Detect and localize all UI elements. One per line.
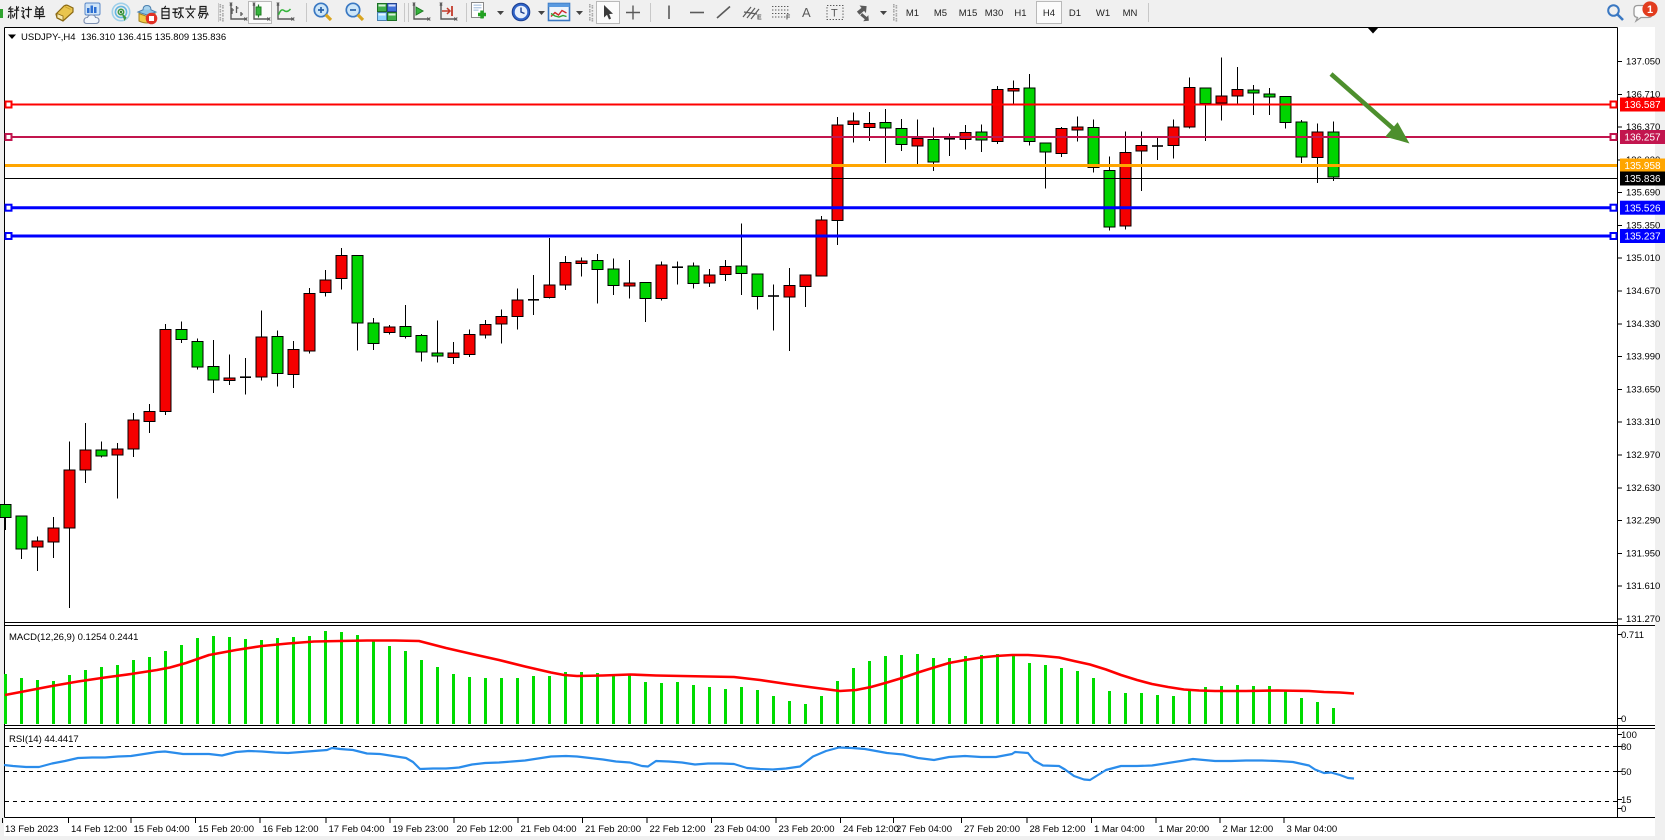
- svg-text:133.650: 133.650: [1626, 384, 1660, 395]
- svg-text:0: 0: [1621, 714, 1626, 725]
- svg-text:USDJPY-,H4 136.310 136.415 13: USDJPY-,H4 136.310 136.415 135.809 135.8…: [21, 32, 226, 43]
- svg-text:2 Mar 12:00: 2 Mar 12:00: [1223, 824, 1274, 835]
- svg-text:15 Feb 20:00: 15 Feb 20:00: [198, 824, 254, 835]
- svg-text:19 Feb 23:00: 19 Feb 23:00: [393, 824, 449, 835]
- svg-text:136.587: 136.587: [1624, 100, 1661, 111]
- svg-text:M1: M1: [906, 8, 919, 19]
- svg-text:24 Feb 12:00: 24 Feb 12:00: [843, 824, 899, 835]
- svg-text:16 Feb 12:00: 16 Feb 12:00: [263, 824, 319, 835]
- svg-text:1 Mar 04:00: 1 Mar 04:00: [1094, 824, 1145, 835]
- svg-text:135.350: 135.350: [1626, 220, 1660, 231]
- svg-text:20 Feb 12:00: 20 Feb 12:00: [457, 824, 513, 835]
- svg-text:135.690: 135.690: [1626, 188, 1660, 199]
- svg-text:28 Feb 12:00: 28 Feb 12:00: [1030, 824, 1086, 835]
- svg-text:50: 50: [1621, 767, 1632, 778]
- svg-text:0.711: 0.711: [1621, 630, 1644, 641]
- svg-text:14 Feb 12:00: 14 Feb 12:00: [71, 824, 127, 835]
- svg-text:W1: W1: [1096, 8, 1110, 19]
- svg-text:27 Feb 04:00: 27 Feb 04:00: [896, 824, 952, 835]
- svg-text:131.610: 131.610: [1626, 581, 1660, 592]
- svg-text:133.990: 133.990: [1626, 352, 1660, 363]
- svg-text:135.836: 135.836: [1624, 174, 1661, 185]
- svg-text:132.970: 132.970: [1626, 450, 1660, 461]
- svg-text:M5: M5: [934, 8, 947, 19]
- svg-text:22 Feb 12:00: 22 Feb 12:00: [650, 824, 706, 835]
- svg-text:MACD(12,26,9) 0.1254 0.2441: MACD(12,26,9) 0.1254 0.2441: [9, 632, 138, 643]
- svg-text:132.290: 132.290: [1626, 516, 1660, 527]
- svg-text:135.958: 135.958: [1624, 161, 1661, 172]
- svg-text:3 Mar 04:00: 3 Mar 04:00: [1287, 824, 1338, 835]
- svg-text:131.270: 131.270: [1626, 614, 1660, 625]
- svg-text:1: 1: [1647, 4, 1653, 16]
- svg-text:1 Mar 20:00: 1 Mar 20:00: [1159, 824, 1210, 835]
- svg-text:H4: H4: [1043, 8, 1055, 19]
- svg-text:0: 0: [1621, 804, 1626, 815]
- svg-text:134.330: 134.330: [1626, 319, 1660, 330]
- svg-text:136.710: 136.710: [1626, 89, 1660, 100]
- svg-text:RSI(14) 44.4417: RSI(14) 44.4417: [9, 734, 79, 745]
- svg-text:M30: M30: [985, 8, 1003, 19]
- svg-text:80: 80: [1621, 742, 1632, 753]
- svg-text:T: T: [831, 8, 838, 20]
- svg-text:132.630: 132.630: [1626, 483, 1660, 494]
- svg-text:MN: MN: [1123, 8, 1138, 19]
- svg-text:136.257: 136.257: [1624, 133, 1661, 144]
- svg-text:135.010: 135.010: [1626, 253, 1660, 264]
- svg-text:H1: H1: [1014, 8, 1026, 19]
- svg-text:M15: M15: [959, 8, 977, 19]
- svg-text:F: F: [786, 15, 791, 22]
- svg-text:15 Feb 04:00: 15 Feb 04:00: [134, 824, 190, 835]
- svg-text:27 Feb 20:00: 27 Feb 20:00: [964, 824, 1020, 835]
- svg-text:17 Feb 04:00: 17 Feb 04:00: [329, 824, 385, 835]
- svg-text:136.370: 136.370: [1626, 122, 1660, 133]
- svg-text:135.237: 135.237: [1624, 232, 1661, 243]
- svg-text:A: A: [802, 5, 811, 20]
- svg-text:131.950: 131.950: [1626, 548, 1660, 559]
- svg-text:137.050: 137.050: [1626, 57, 1660, 68]
- svg-text:21 Feb 20:00: 21 Feb 20:00: [585, 824, 641, 835]
- svg-text:100: 100: [1621, 730, 1637, 741]
- svg-text:134.670: 134.670: [1626, 286, 1660, 297]
- svg-text:135.526: 135.526: [1624, 203, 1661, 214]
- svg-text:D1: D1: [1069, 8, 1081, 19]
- svg-text:133.310: 133.310: [1626, 417, 1660, 428]
- svg-text:23 Feb 20:00: 23 Feb 20:00: [779, 824, 835, 835]
- svg-text:21 Feb 04:00: 21 Feb 04:00: [521, 824, 577, 835]
- svg-text:23 Feb 04:00: 23 Feb 04:00: [714, 824, 770, 835]
- svg-text:E: E: [757, 15, 762, 22]
- svg-text:13 Feb 2023: 13 Feb 2023: [5, 824, 58, 835]
- svg-text:15: 15: [1621, 795, 1632, 806]
